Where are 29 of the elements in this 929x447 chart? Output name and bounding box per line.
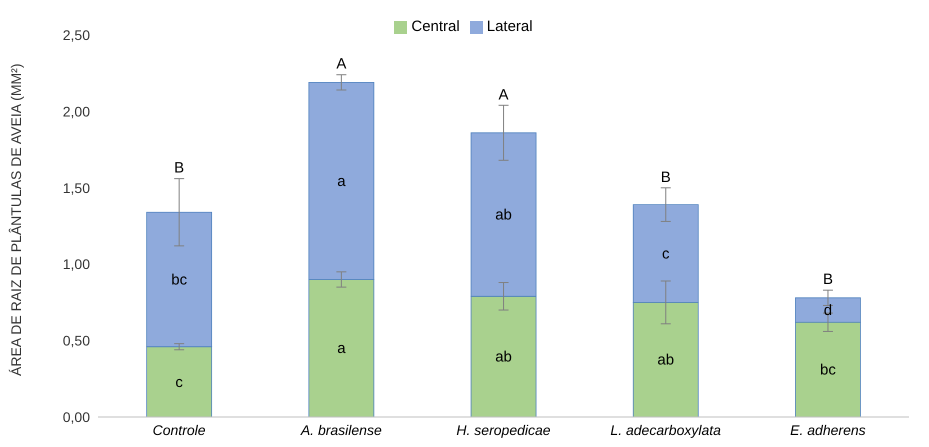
total-label: B	[174, 160, 184, 177]
data-label: d	[824, 302, 832, 320]
data-label: ab	[495, 206, 512, 224]
total-label: A	[336, 56, 346, 73]
x-tick-label: A. brasilense	[300, 422, 382, 438]
legend-label: Lateral	[486, 18, 533, 35]
x-tick-label: H. seropedicae	[456, 422, 551, 438]
y-tick-label: 0,00	[62, 408, 90, 425]
data-label: ab	[657, 352, 674, 369]
x-tick-label: Controle	[152, 422, 206, 438]
y-tick-label: 1,00	[62, 256, 90, 272]
y-tick-label: 2,50	[62, 26, 90, 43]
y-tick-label: 2,00	[62, 103, 90, 120]
total-label: A	[498, 86, 509, 104]
data-label: c	[175, 374, 184, 391]
total-label: B	[822, 271, 833, 288]
data-label: a	[337, 172, 346, 190]
data-label: bc	[171, 271, 188, 288]
data-label: a	[337, 340, 346, 358]
legend-label: Central	[411, 18, 460, 35]
y-tick-label: 0,50	[62, 332, 90, 349]
data-label: bc	[820, 362, 836, 379]
total-label: B	[660, 168, 671, 186]
data-label: c	[662, 246, 670, 263]
x-tick-label: L. adecarboxylata	[610, 422, 722, 438]
x-tick-label: E. adherens	[790, 422, 866, 438]
data-label: ab	[495, 348, 512, 366]
y-tick-label: 1,50	[62, 180, 90, 196]
y-axis-title: ÁREA DE RAIZ DE PLÂNTULAS DE AVEIA (MM²)	[8, 64, 24, 376]
